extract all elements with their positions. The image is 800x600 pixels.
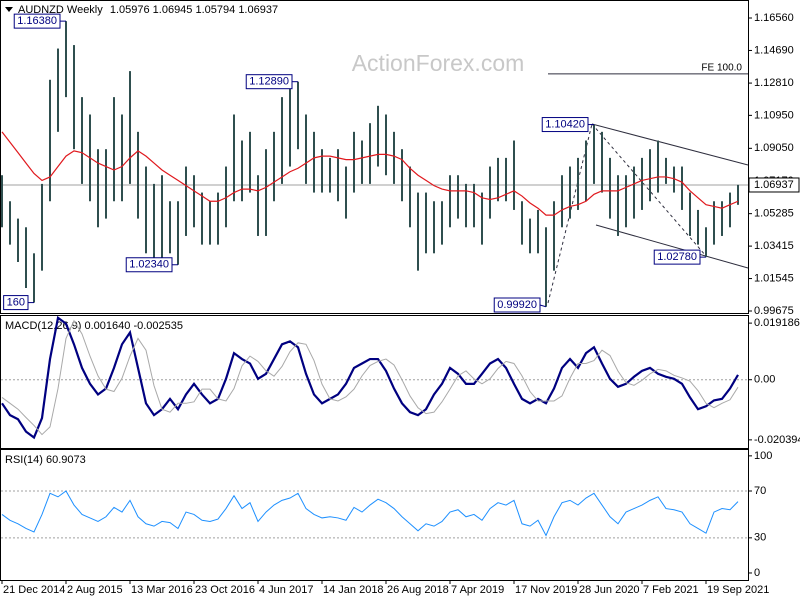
x-tick-label: 13 Mar 2016 [131, 584, 193, 596]
y-tick-label: 1.09050 [754, 142, 794, 154]
macd-panel-frame [0, 315, 749, 449]
macd-value: 0.001640 [84, 320, 130, 332]
rsi-value: 60.9073 [46, 454, 86, 466]
price-panel-frame [0, 0, 749, 314]
annotation-box [245, 74, 293, 90]
x-tick-label: 19 Sep 2021 [707, 584, 769, 596]
annotation-box [125, 257, 173, 273]
x-tick-label: 28 Jun 2020 [579, 584, 640, 596]
x-tick-label: 21 Dec 2014 [3, 584, 65, 596]
fe-label: FE 100.0 [701, 63, 742, 74]
y-tick-label: 0 [754, 567, 760, 579]
indicator-line [1, 319, 739, 436]
projection-line [591, 123, 707, 257]
annotation-box [541, 117, 589, 133]
annotation-box [493, 297, 541, 313]
y-tick-label: 100 [754, 450, 772, 462]
y-tick-label: 1.05285 [754, 208, 794, 220]
annotation-label: 0.99920 [497, 299, 537, 311]
low: 1.05794 [195, 4, 235, 16]
y-tick-label: 1.03415 [754, 240, 794, 252]
close: 1.06937 [238, 4, 278, 16]
annotation-label: 1.12890 [249, 76, 289, 88]
y-tick-label: 1.12810 [754, 77, 794, 89]
y-tick-label: 1.14690 [754, 44, 794, 56]
indicator-line [1, 315, 739, 440]
symbol: AUDNZD Weekly [18, 4, 103, 16]
channel-lower [595, 224, 749, 269]
annotation-label: 1.16380 [17, 15, 57, 27]
y-tick-label: 1.01545 [754, 272, 794, 284]
x-tick-label: 17 Nov 2019 [515, 584, 577, 596]
channel-upper [591, 123, 749, 166]
open: 1.05976 [110, 4, 150, 16]
x-tick-label: 7 Feb 2021 [643, 584, 699, 596]
signal-value: -0.002535 [133, 320, 183, 332]
rsi-panel-frame [0, 449, 749, 581]
indicator-line [1, 490, 739, 537]
collapse-icon [5, 7, 13, 12]
watermark: ActionForex.com [352, 50, 525, 76]
y-tick-label: 70 [754, 485, 766, 497]
x-tick-label: 23 Oct 2016 [195, 584, 255, 596]
annotation-box [3, 295, 29, 311]
rsi-header: RSI(14) 60.9073 [5, 454, 86, 466]
x-tick-label: 4 Jun 2017 [259, 584, 313, 596]
annotation-label: 160 [7, 296, 25, 308]
rsi-title: RSI(14) [5, 454, 43, 466]
last-price-box [748, 177, 800, 193]
last-price-label: 1.06937 [754, 179, 794, 191]
macd-title: MACD(12,26,9) [5, 320, 81, 332]
annotation-box [653, 249, 701, 265]
x-tick-label: 2 Aug 2015 [67, 584, 123, 596]
y-tick-label: 30 [754, 532, 766, 544]
x-tick-label: 26 Aug 2018 [387, 584, 449, 596]
moving-average [1, 131, 739, 216]
y-tick-label: 1.10950 [754, 109, 794, 121]
y-tick-label: 0.00 [754, 374, 775, 386]
annotation-box [13, 13, 61, 29]
y-tick-label: -0.020394 [754, 434, 800, 446]
x-tick-label: 14 Jan 2018 [323, 584, 384, 596]
high: 1.06945 [153, 4, 193, 16]
macd-header: MACD(12,26,9) 0.001640 -0.002535 [5, 320, 183, 332]
x-tick-label: 7 Apr 2019 [451, 584, 504, 596]
annotation-label: 1.02340 [129, 259, 169, 271]
y-tick-label: 1.16560 [754, 12, 794, 24]
y-tick-label: 0.019186 [754, 317, 800, 329]
annotation-label: 1.02780 [657, 251, 697, 263]
annotation-label: 1.10420 [545, 118, 585, 130]
y-tick-label: 0.99675 [754, 305, 794, 317]
annotation-leader [539, 304, 547, 308]
price-header: AUDNZD Weekly 1.05976 1.06945 1.05794 1.… [18, 4, 278, 16]
